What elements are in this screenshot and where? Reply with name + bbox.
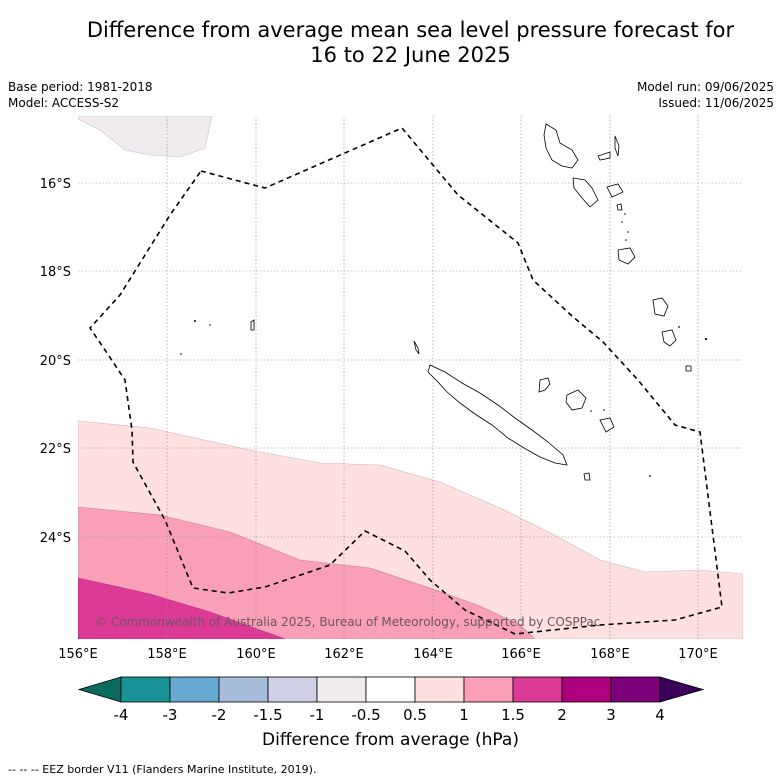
title-line-2: 16 to 22 June 2025: [310, 43, 511, 67]
island-lifou: [565, 389, 587, 411]
meta-right: Model run: 09/06/2025 Issued: 11/06/2025: [637, 79, 774, 111]
gridlines: [78, 116, 743, 639]
lat-label: 16°S: [40, 177, 71, 192]
lon-label: 170°E: [678, 647, 718, 662]
colorbar: -4 -3 -2 -1.5 -1 -0.5 0.5 1 1.5 2 3 4: [77, 676, 705, 724]
colorbar-label: -1.5: [253, 706, 282, 724]
colorbar-segment: [267, 676, 318, 703]
colorbar-segment: [169, 676, 220, 703]
chart-title: Difference from average mean sea level p…: [40, 18, 781, 68]
colorbar-label: 2: [557, 706, 567, 724]
colorbar-segment: [610, 676, 661, 703]
island-mare: [599, 417, 615, 433]
colorbar-label: 0.5: [403, 706, 427, 724]
colorbar-label: -0.5: [351, 706, 380, 724]
colorbar-segment: [512, 676, 563, 703]
island-aneityum: [661, 329, 677, 347]
lat-label: 24°S: [40, 531, 71, 546]
colorbar-extend-low: [77, 676, 122, 703]
island-ambae: [597, 151, 611, 161]
island-futuna: [685, 365, 692, 372]
islet-dots: [180, 213, 708, 477]
lon-label: 156°E: [58, 647, 98, 662]
longitude-labels: 156°E 158°E 160°E 162°E 164°E 166°E 168°…: [58, 647, 718, 662]
colorbar-title: Difference from average (hPa): [262, 730, 519, 750]
new-caledonia-coastline: [427, 364, 568, 466]
island-walpole: [583, 472, 591, 481]
anomaly-band-1.5-2: [78, 577, 286, 639]
island-efate: [617, 247, 636, 265]
island-ambrym: [616, 203, 623, 211]
copyright-text: © Commonwealth of Australia 2025, Bureau…: [95, 615, 600, 629]
title-line-1: Difference from average mean sea level p…: [86, 18, 735, 42]
island-espiritu-santo: [543, 123, 579, 169]
colorbar-label: 1: [459, 706, 469, 724]
colorbar-segment: [120, 676, 171, 703]
model-run: Model run: 09/06/2025: [636, 80, 774, 94]
island-pentecost: [606, 183, 624, 198]
island-belep: [413, 340, 420, 355]
lat-label: 18°S: [40, 265, 71, 280]
colorbar-segment: [414, 676, 465, 703]
anomaly-band-negative-0.5: [78, 116, 213, 158]
lon-label: 166°E: [501, 647, 541, 662]
base-period: Base period: 1981-2018: [8, 80, 153, 94]
issued-date: Issued: 11/06/2025: [658, 96, 774, 110]
land-outlines: [250, 123, 692, 481]
meta-left: Base period: 1981-2018 Model: ACCESS-S2: [8, 79, 153, 111]
lon-label: 158°E: [147, 647, 187, 662]
lon-label: 168°E: [590, 647, 630, 662]
colorbar-extend-high: [659, 676, 705, 703]
latitude-labels: 16°S 18°S 20°S 22°S 24°S: [40, 177, 71, 546]
island-small-1: [250, 319, 255, 331]
eez-border: [88, 127, 723, 635]
model-name: Model: ACCESS-S2: [8, 96, 120, 110]
eez-footnote: -- -- -- EEZ border V11 (Flanders Marine…: [8, 763, 317, 776]
colorbar-segment: [316, 676, 367, 703]
colorbar-label: -2: [212, 706, 227, 724]
colorbar-label: 4: [655, 706, 665, 724]
colorbar-label: -3: [163, 706, 178, 724]
island-malekula: [572, 177, 599, 208]
colorbar-segment: [365, 676, 416, 703]
lon-label: 160°E: [236, 647, 276, 662]
island-maewo: [614, 135, 620, 157]
lon-label: 164°E: [413, 647, 453, 662]
colorbar-label: 1.5: [501, 706, 525, 724]
colorbar-segment: [561, 676, 612, 703]
colorbar-label: -1: [310, 706, 325, 724]
colorbar-label: 3: [606, 706, 616, 724]
colorbar-label: -4: [114, 706, 129, 724]
lat-label: 20°S: [40, 354, 71, 369]
island-tanna: [652, 297, 669, 317]
colorbar-segment: [463, 676, 514, 703]
colorbar-segment: [218, 676, 269, 703]
map-plot-area: © Commonwealth of Australia 2025, Bureau…: [78, 116, 743, 639]
anomaly-band-1-1.5: [78, 506, 536, 639]
lat-label: 22°S: [40, 442, 71, 457]
island-ouvea: [538, 377, 551, 393]
lon-label: 162°E: [324, 647, 364, 662]
